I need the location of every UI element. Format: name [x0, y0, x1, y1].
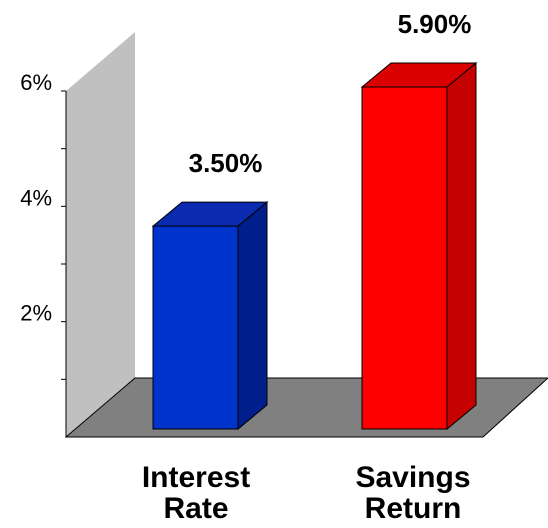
- bar-1: [151, 201, 269, 431]
- y-axis-ticks: 2% 4% 6%: [20, 70, 66, 380]
- y-tick-label: 4%: [20, 185, 52, 210]
- bar-2: [360, 61, 478, 431]
- y-tick-label: 2%: [20, 301, 52, 326]
- data-label: 5.90%: [398, 9, 472, 39]
- category-label: Rate: [163, 492, 228, 525]
- bar-side-face: [237, 201, 268, 431]
- bar-side-face: [446, 61, 477, 431]
- category-label: Interest: [142, 461, 250, 494]
- chart-back-wall: [66, 32, 135, 437]
- bars-group: [151, 61, 478, 431]
- data-label: 3.50%: [189, 148, 263, 178]
- y-tick-label: 6%: [20, 70, 52, 95]
- bar-front-face: [361, 86, 448, 430]
- category-label: Savings: [355, 461, 470, 494]
- bar-front-face: [152, 225, 239, 430]
- category-label: Return: [365, 492, 462, 525]
